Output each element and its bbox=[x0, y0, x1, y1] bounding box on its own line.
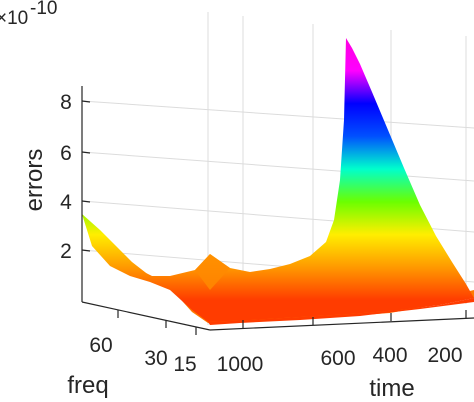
z-gridline bbox=[81, 151, 474, 182]
x-axis-label: time bbox=[369, 375, 414, 402]
x-tick-label: 400 bbox=[372, 344, 407, 367]
y-axis-line bbox=[81, 301, 211, 331]
z-gridline bbox=[81, 100, 474, 129]
y-axis-label: freq bbox=[67, 372, 108, 399]
z-axis-label: errors bbox=[21, 149, 48, 212]
surface-main bbox=[82, 38, 474, 322]
z-exponent-prefix: ×10 bbox=[0, 8, 28, 29]
x-ticks bbox=[242, 310, 467, 328]
z-tick bbox=[81, 249, 91, 252]
x-axis-line bbox=[209, 317, 474, 331]
z-tick bbox=[81, 200, 91, 203]
y-tick-label: 60 bbox=[89, 334, 112, 357]
surface-ridge-shadow bbox=[195, 254, 230, 290]
z-tick bbox=[81, 100, 91, 103]
z-tick-label: 8 bbox=[60, 91, 72, 114]
y-tick-label: 15 bbox=[173, 353, 196, 376]
z-ticks bbox=[81, 100, 91, 252]
surface-near-edge bbox=[208, 298, 474, 325]
y-tick-label: 30 bbox=[144, 347, 167, 370]
z-tick bbox=[81, 151, 91, 154]
x-tick-label: 200 bbox=[427, 344, 462, 367]
x-tick-label: 1000 bbox=[217, 353, 264, 376]
y-ticks bbox=[117, 310, 197, 335]
axes bbox=[81, 86, 474, 331]
surface bbox=[82, 38, 474, 325]
z-exponent-power: -10 bbox=[30, 0, 57, 19]
z-tick-label: 2 bbox=[60, 240, 72, 263]
z-tick-label: 4 bbox=[60, 191, 72, 214]
x-tick-label: 600 bbox=[320, 347, 355, 370]
z-tick-label: 6 bbox=[60, 142, 72, 165]
